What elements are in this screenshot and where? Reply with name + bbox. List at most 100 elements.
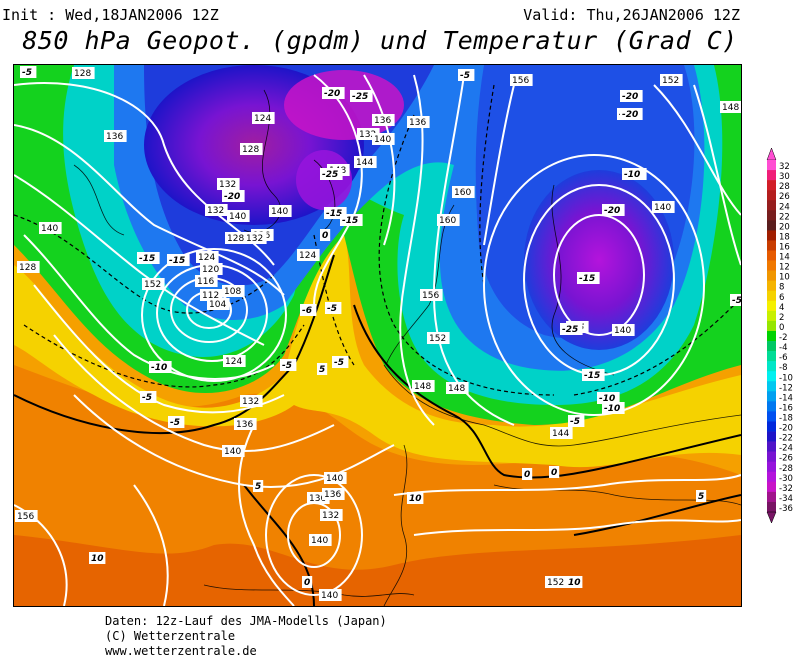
geopotential-label: 132 [246,234,263,244]
legend-value-label: -14 [779,393,793,403]
temperature-label: -5 [327,304,337,314]
temperature-label: -6 [302,306,312,316]
temp-field-deep-orange [14,535,741,606]
legend-value-label: 12 [779,263,790,273]
legend-value-label: 6 [779,293,784,303]
weather-map: 1281361241321281401321361361281241201161… [13,64,742,607]
geopotential-label-bg [207,298,230,310]
legend-value-label: 28 [779,182,790,192]
legend-swatch [767,290,776,302]
temperature-label-bg [280,359,297,371]
map-title: 850 hPa Geopot. (gpdm) und Temperatur (G… [22,26,738,55]
temperature-label-bg [253,480,264,492]
geopotential-label-bg [437,214,460,226]
temperature-label-bg [549,466,560,478]
geopotential-label-bg [223,355,246,367]
temperature-label: 10 [409,494,422,504]
legend-value-label: 14 [779,253,790,263]
geopotential-label-bg [720,101,741,113]
geopotential-label-bg [510,74,533,86]
temperature-label-bg [317,363,328,375]
temperature-label: -10 [624,170,640,180]
geopotential-label: 140 [311,536,328,546]
geopotential-label-bg [225,232,248,244]
geopotential-label: 124 [198,253,215,263]
legend-swatch [767,351,776,362]
geopotential-label: 152 [662,76,679,86]
geopotential-label: 132 [322,511,339,521]
temperature-label: 10 [91,554,104,564]
legend-swatch [767,280,776,292]
temperature-label: 5 [255,482,261,492]
geopotential-label-bg [240,143,263,155]
init-time-label: Init : Wed,18JAN2006 12Z [2,6,219,24]
geopotential-label: 152 [429,334,446,344]
temperature-label-bg [560,323,583,335]
temperature-label-bg [602,402,625,414]
legend-top-arrow [766,147,777,161]
legend-value-label: -30 [779,474,793,484]
legend-swatch [767,240,776,251]
legend-value-label: -36 [779,504,793,514]
legend-value-label: -26 [779,454,793,464]
geopotential-label-bg [407,116,430,128]
temperature-label-bg [407,492,424,504]
geopotential-label-bg [142,278,165,290]
temperature-label-bg [696,490,707,502]
geopotential-label: 140 [321,591,338,601]
legend-value-label: -8 [779,363,787,373]
geopotential-label: 136 [106,132,123,142]
geopotential-label-bg [446,382,469,394]
legend-value-label: -6 [779,353,787,363]
temperature-label: 5 [698,492,704,502]
geopotential-label-bg [227,210,250,222]
temperature-label-bg [522,468,533,480]
legend-swatch [767,461,776,473]
temperature-label: -10 [599,394,615,404]
temperature-label: -20 [622,110,638,120]
geopotential-label-bg [269,205,292,217]
legend-value-label: 0 [779,323,784,333]
legend-value-label: 24 [779,202,790,212]
geopotential-label: 152 [144,280,161,290]
cold-core-north [284,70,404,140]
temperature-label: -25 [562,325,578,335]
footer-copyright: (C) Wetterzentrale [105,629,236,643]
temperature-label: -5 [282,361,292,371]
temperature-label-bg [568,415,585,427]
legend-swatch [767,160,776,171]
legend-swatch [767,300,776,312]
legend-swatch [767,341,776,352]
cold-core-east [524,170,674,350]
temperature-label-bg [597,392,620,404]
geopotential-label-bg [195,275,218,287]
geopotential-label-bg [240,395,263,407]
temperature-label-bg [332,356,349,368]
temperature-label: -20 [224,192,240,202]
legend-value-label: -12 [779,383,793,393]
temperature-label: 10 [568,578,581,588]
legend-bottom-arrow [766,511,777,524]
geopotential-label: 140 [271,207,288,217]
legend-swatch [767,210,776,221]
temperature-label-bg [458,69,475,81]
geopotential-label: 124 [225,357,242,367]
legend-swatch [767,170,776,181]
legend-swatch [767,190,776,201]
geopotential-label: 120 [202,265,219,275]
geopotential-label: 124 [254,114,271,124]
temperature-label: -5 [460,71,470,81]
geopotential-label-bg [322,488,345,500]
geopotential-label-bg [297,249,320,261]
temperature-label: -15 [139,254,155,264]
temperature-label-bg [149,361,172,373]
temperature-label-bg [222,190,245,202]
geopotential-label: 140 [326,474,343,484]
geopotential-label: 136 [409,118,426,128]
legend-value-label: 8 [779,283,784,293]
geopotential-label-bg [217,178,240,190]
legend-swatch [767,250,776,261]
temperature-label-bg [622,168,645,180]
geopotential-label: 136 [374,116,391,126]
valid-time-label: Valid: Thu,26JAN2006 12Z [523,6,740,24]
